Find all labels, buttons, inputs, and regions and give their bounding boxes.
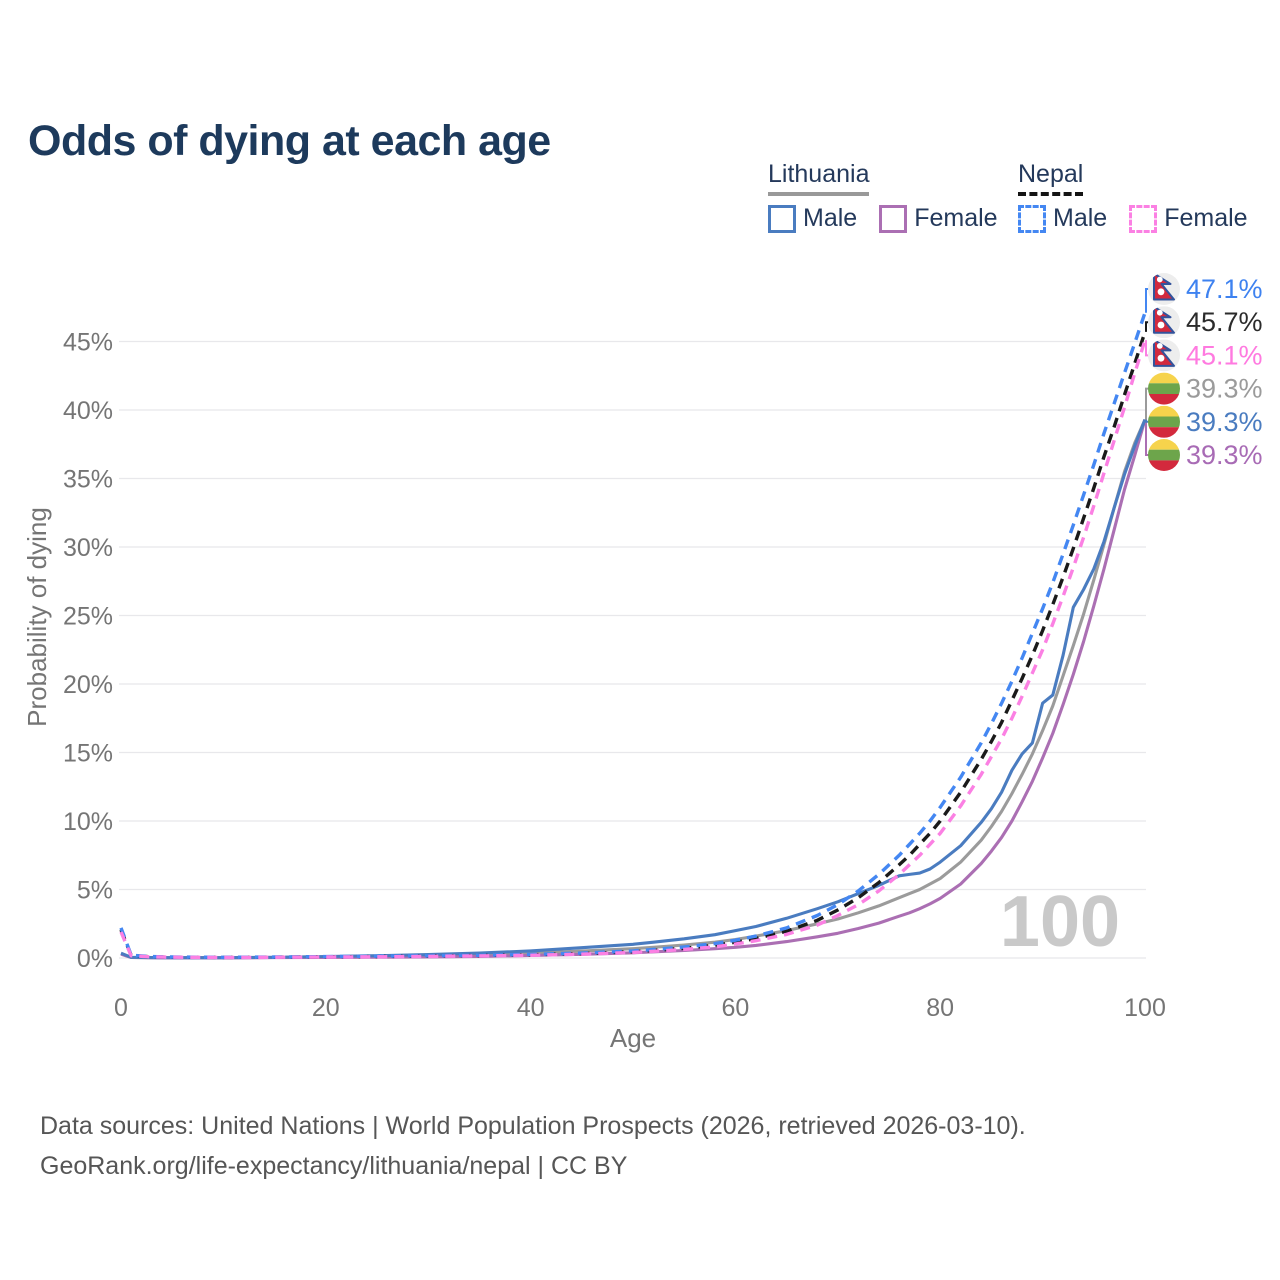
end-value-label-nepal-both: 45.7% xyxy=(1186,307,1263,337)
lithuania-flag-icon xyxy=(1148,372,1180,405)
y-axis-title: Probability of dying xyxy=(22,507,52,727)
lithuania-flag-icon xyxy=(1148,405,1180,438)
legend-group-nepal: Nepal Male Female xyxy=(1018,160,1248,233)
legend-country-lithuania[interactable]: Lithuania xyxy=(768,160,870,196)
series-line-lithuania-male[interactable] xyxy=(120,419,1147,960)
y-axis-tick-label: 5% xyxy=(77,877,113,905)
lithuania-flag-icon xyxy=(1148,439,1180,471)
legend-label: Female xyxy=(914,204,998,232)
legend-items-lithuania: Male Female xyxy=(768,204,998,233)
legend-item-nepal-male[interactable]: Male xyxy=(1018,204,1107,233)
y-axis-tick-label: 0% xyxy=(77,945,113,973)
x-axis-title: Age xyxy=(610,1023,656,1053)
age-watermark: 100 xyxy=(1000,882,1120,962)
series-line-nepal-female[interactable] xyxy=(119,339,1147,960)
nepal-flag-icon xyxy=(1148,306,1180,339)
legend-item-lithuania-male[interactable]: Male xyxy=(768,204,857,233)
footer-sources-line: Data sources: United Nations | World Pop… xyxy=(40,1112,1026,1140)
y-axis-tick-label: 30% xyxy=(63,534,113,562)
lithuania-female-swatch-icon xyxy=(879,204,908,233)
legend-label: Male xyxy=(1053,204,1108,232)
y-axis-tick-label: 10% xyxy=(63,808,113,836)
end-value-label-lithuania-male: 39.3% xyxy=(1186,407,1263,437)
y-axis-tick-label: 15% xyxy=(63,740,113,768)
series-line-nepal-male[interactable] xyxy=(119,312,1147,959)
y-axis-tick-label: 35% xyxy=(63,466,113,494)
end-value-label-nepal-female: 45.1% xyxy=(1186,340,1263,370)
legend-item-lithuania-female[interactable]: Female xyxy=(879,204,998,233)
nepal-male-swatch-icon xyxy=(1018,204,1046,233)
series-line-lithuania-both[interactable] xyxy=(120,418,1147,960)
series-line-lithuania-female[interactable] xyxy=(120,419,1147,960)
page-title: Odds of dying at each age xyxy=(28,116,551,165)
nepal-female-swatch-icon xyxy=(1129,204,1158,233)
y-axis-tick-label: 40% xyxy=(63,397,113,425)
end-value-label-lithuania-both: 39.3% xyxy=(1186,374,1263,404)
x-axis-tick-label: 0 xyxy=(114,994,128,1022)
nepal-flag-icon xyxy=(1148,339,1180,372)
data-source-footer: Data sources: United Nations | World Pop… xyxy=(40,1106,1026,1186)
end-value-label-lithuania-female: 39.3% xyxy=(1186,440,1263,470)
footer-attribution-line[interactable]: GeoRank.org/life-expectancy/lithuania/ne… xyxy=(40,1152,628,1180)
y-axis-tick-label: 25% xyxy=(63,603,113,631)
series-line-nepal-both[interactable] xyxy=(119,331,1147,960)
x-axis-tick-label: 40 xyxy=(517,994,545,1022)
nepal-flag-icon xyxy=(1148,273,1180,305)
legend-country-nepal[interactable]: Nepal xyxy=(1018,160,1084,196)
legend-group-lithuania: Lithuania Male Female xyxy=(768,160,998,233)
end-value-label-nepal-male: 47.1% xyxy=(1186,274,1263,304)
legend-label: Female xyxy=(1164,204,1248,232)
x-axis-tick-label: 60 xyxy=(721,994,749,1022)
legend-label: Male xyxy=(803,204,858,232)
legend-item-nepal-female[interactable]: Female xyxy=(1129,204,1248,233)
x-axis-tick-label: 20 xyxy=(312,994,340,1022)
y-axis-tick-label: 20% xyxy=(63,671,113,699)
x-axis-tick-label: 100 xyxy=(1124,994,1166,1022)
y-axis-tick-label: 45% xyxy=(63,329,113,357)
x-axis-tick-label: 80 xyxy=(926,994,954,1022)
lithuania-male-swatch-icon xyxy=(768,204,796,233)
legend-items-nepal: Male Female xyxy=(1018,204,1248,233)
